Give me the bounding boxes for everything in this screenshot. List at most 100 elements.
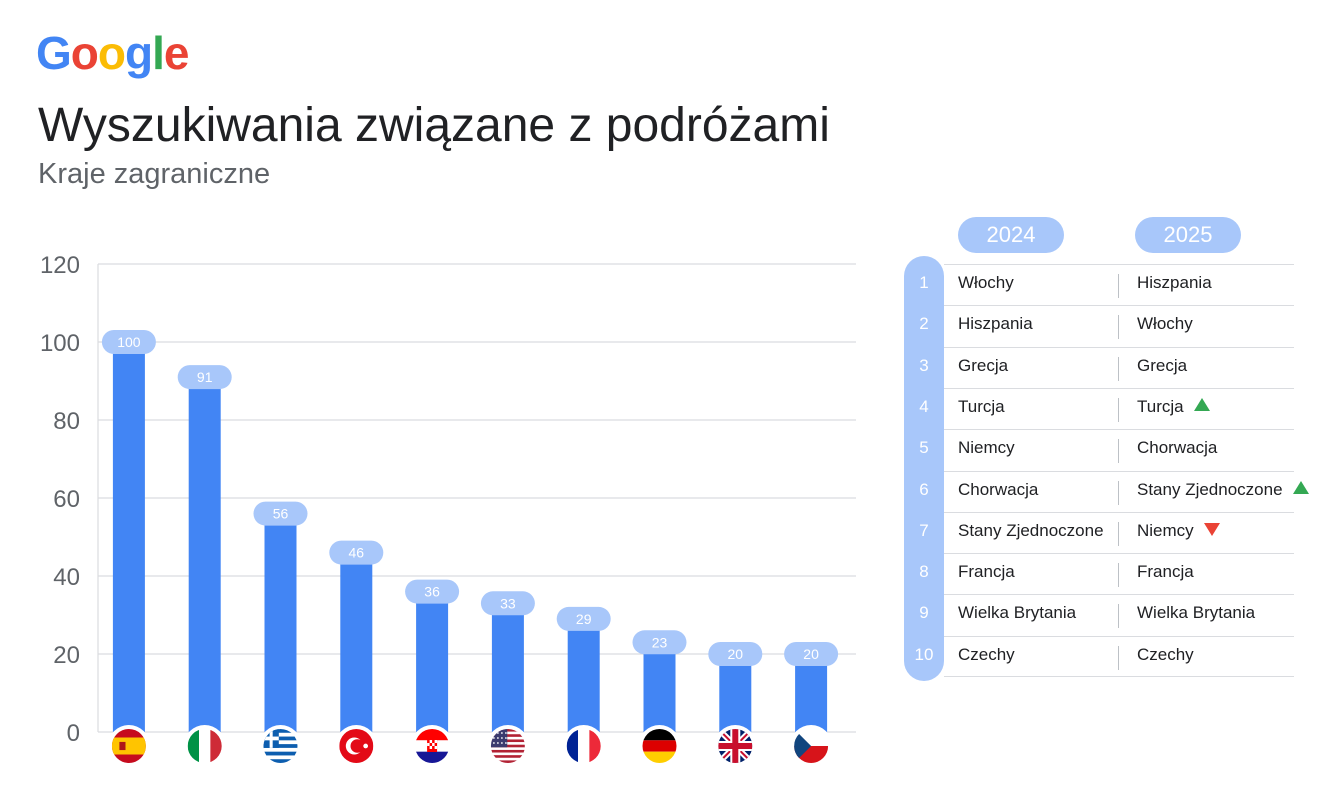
bar-value-label: 46	[349, 545, 365, 561]
rank-2024-cell: Francja	[958, 562, 1015, 582]
rank-number: 4	[919, 396, 929, 416]
page-title: Wyszukiwania związane z podróżami	[38, 99, 830, 152]
rank-2024-cell: Wielka Brytania	[958, 603, 1077, 623]
column-separator	[1118, 397, 1119, 422]
bar-value-label: 91	[197, 369, 213, 385]
bar-value-label: 33	[500, 595, 516, 611]
row-divider	[944, 388, 1294, 389]
rank-column	[904, 256, 944, 681]
y-tick-label: 20	[53, 642, 80, 669]
row-divider	[944, 264, 1294, 265]
rank-2025-label: Stany Zjednoczone	[1137, 479, 1283, 499]
rank-2024-cell: Stany Zjednoczone	[958, 520, 1104, 540]
flag-greece-icon	[259, 725, 302, 767]
flag-usa-icon	[486, 725, 529, 767]
logo-letter: e	[163, 27, 190, 79]
bar-value-label: 20	[803, 646, 819, 662]
rank-2025-cell: Grecja	[1137, 356, 1187, 376]
bar-value-label: 23	[652, 634, 668, 650]
bar-label-pill	[101, 330, 156, 354]
row-divider	[944, 676, 1294, 677]
bar-label-pill	[329, 540, 384, 565]
row-divider	[944, 553, 1294, 554]
year-2024-header: 2024	[958, 217, 1064, 253]
row-divider	[944, 636, 1294, 637]
y-tick-label: 40	[53, 564, 80, 591]
rank-2025-cell: Wielka Brytania	[1137, 603, 1255, 623]
row-divider	[944, 347, 1294, 348]
rank-2025-label: Włochy	[1137, 314, 1193, 334]
column-separator	[1118, 356, 1119, 381]
rank-2025-cell: Włochy	[1137, 314, 1193, 334]
bar	[416, 591, 449, 732]
trend-up-icon	[1292, 480, 1309, 494]
bar	[112, 342, 145, 732]
rank-number: 7	[919, 520, 929, 540]
bar-value-label: 56	[273, 506, 289, 522]
rank-2025-label: Niemcy	[1137, 520, 1194, 540]
rank-2025-cell: Czechy	[1137, 645, 1194, 665]
rank-2025-label: Hiszpania	[1137, 273, 1212, 292]
bar-label-pill	[177, 365, 232, 390]
bar	[491, 603, 524, 732]
column-separator	[1118, 521, 1119, 546]
column-separator	[1118, 645, 1119, 670]
rank-2025-label: Wielka Brytania	[1137, 603, 1256, 623]
rank-number: 2	[919, 314, 929, 334]
flag-germany-icon	[638, 725, 681, 767]
rank-number: 8	[919, 562, 929, 582]
bar	[643, 642, 676, 732]
trend-down-icon	[1203, 522, 1220, 536]
logo-letter: o	[97, 27, 126, 79]
y-tick-label: 100	[40, 330, 80, 357]
year-2025-header: 2025	[1135, 217, 1241, 253]
rank-2024-cell: Turcja	[958, 396, 1005, 416]
rank-2024-cell: Chorwacja	[958, 479, 1039, 499]
bar-label-pill	[784, 642, 839, 666]
rank-number: 10	[914, 644, 934, 664]
bar-value-label: 29	[576, 611, 592, 627]
rank-2025-cell: Stany Zjednoczone	[1137, 480, 1309, 500]
flag-italy-icon	[183, 725, 226, 767]
bar-value-label: 100	[117, 334, 141, 350]
page-subtitle: Kraje zagraniczne	[38, 158, 271, 190]
bar	[340, 552, 373, 732]
row-divider	[944, 429, 1294, 430]
rank-2025-cell: Hiszpania	[1137, 273, 1212, 293]
column-separator	[1118, 439, 1119, 464]
bar-label-pill	[556, 606, 611, 631]
rank-2025-cell: Turcja	[1137, 397, 1210, 417]
rank-2024-cell: Włochy	[958, 273, 1014, 292]
rank-2024-cell: Czechy	[958, 644, 1015, 664]
google-logo: Google	[36, 26, 190, 80]
trend-up-icon	[1193, 397, 1210, 411]
flag-uk-icon	[714, 725, 757, 767]
column-separator	[1118, 563, 1119, 588]
column-separator	[1118, 604, 1119, 629]
rank-number: 6	[919, 479, 929, 499]
column-separator	[1118, 480, 1119, 505]
bar-label-pill	[708, 642, 763, 666]
bar-label-pill	[253, 501, 308, 526]
rank-number: 3	[919, 355, 929, 375]
flag-spain-icon	[107, 725, 150, 767]
rank-2025-cell: Francja	[1137, 562, 1194, 582]
row-divider	[944, 471, 1294, 472]
bar	[567, 618, 600, 732]
rank-2025-label: Francja	[1137, 562, 1194, 582]
rank-2025-label: Turcja	[1137, 396, 1184, 416]
rank-number: 1	[919, 273, 929, 292]
rank-2024-cell: Grecja	[958, 355, 1009, 375]
bar	[188, 377, 221, 732]
y-tick-label: 120	[40, 252, 80, 279]
rank-number: 5	[919, 438, 929, 458]
row-divider	[944, 305, 1294, 306]
flag-croatia-icon	[411, 725, 454, 767]
rank-2025-label: Chorwacja	[1137, 438, 1218, 458]
rank-2024-cell: Niemcy	[958, 438, 1015, 458]
y-tick-label: 0	[67, 720, 80, 747]
bar-value-label: 36	[424, 584, 440, 600]
bar	[795, 654, 828, 732]
rank-2025-label: Czechy	[1137, 644, 1194, 664]
column-separator	[1118, 274, 1119, 298]
